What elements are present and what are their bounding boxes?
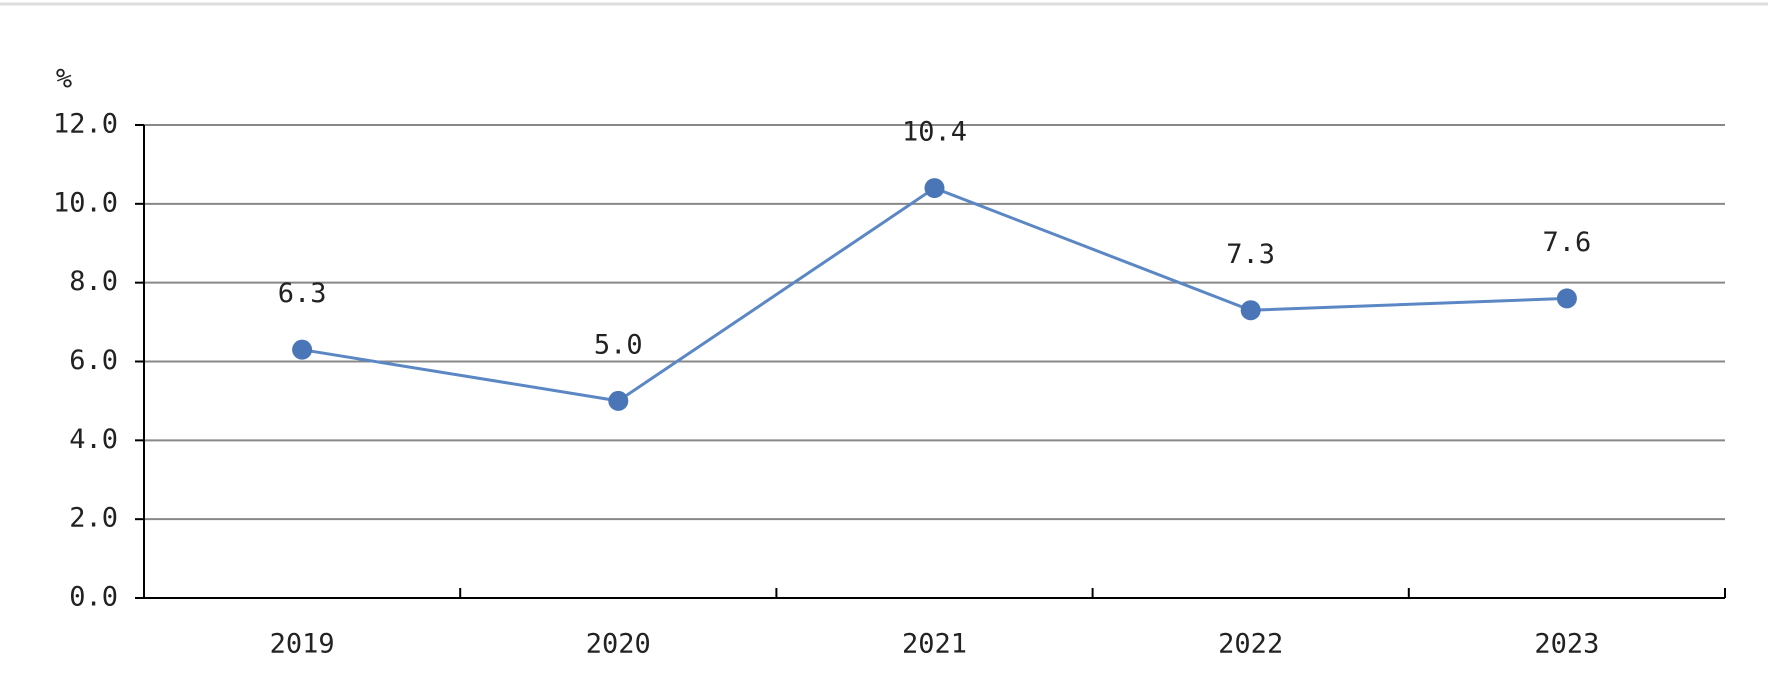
marker xyxy=(292,339,313,360)
y-axis-unit: % xyxy=(56,64,72,95)
y-tick-label: 12.0 xyxy=(53,109,118,140)
data-label: 10.4 xyxy=(902,117,967,148)
y-tick-label: 4.0 xyxy=(69,424,118,455)
marker xyxy=(924,178,945,199)
data-label: 6.3 xyxy=(278,278,327,309)
data-label: 7.3 xyxy=(1226,239,1275,270)
marker xyxy=(1556,288,1577,309)
y-tick-label: 10.0 xyxy=(53,187,118,218)
data-label: 5.0 xyxy=(594,329,643,360)
data-label: 7.6 xyxy=(1543,227,1592,258)
y-tick-label: 8.0 xyxy=(69,266,118,297)
x-tick-label: 2020 xyxy=(586,629,651,660)
marker xyxy=(608,390,629,411)
x-tick-label: 2023 xyxy=(1534,629,1599,660)
y-tick-label: 2.0 xyxy=(69,503,118,534)
x-tick-label: 2021 xyxy=(902,629,967,660)
y-tick-label: 0.0 xyxy=(69,582,118,613)
line xyxy=(301,186,1567,403)
x-tick-label: 2022 xyxy=(1218,629,1283,660)
marker xyxy=(1240,300,1261,321)
y-tick-label: 6.0 xyxy=(69,345,118,376)
x-tick-label: 2019 xyxy=(270,629,335,660)
